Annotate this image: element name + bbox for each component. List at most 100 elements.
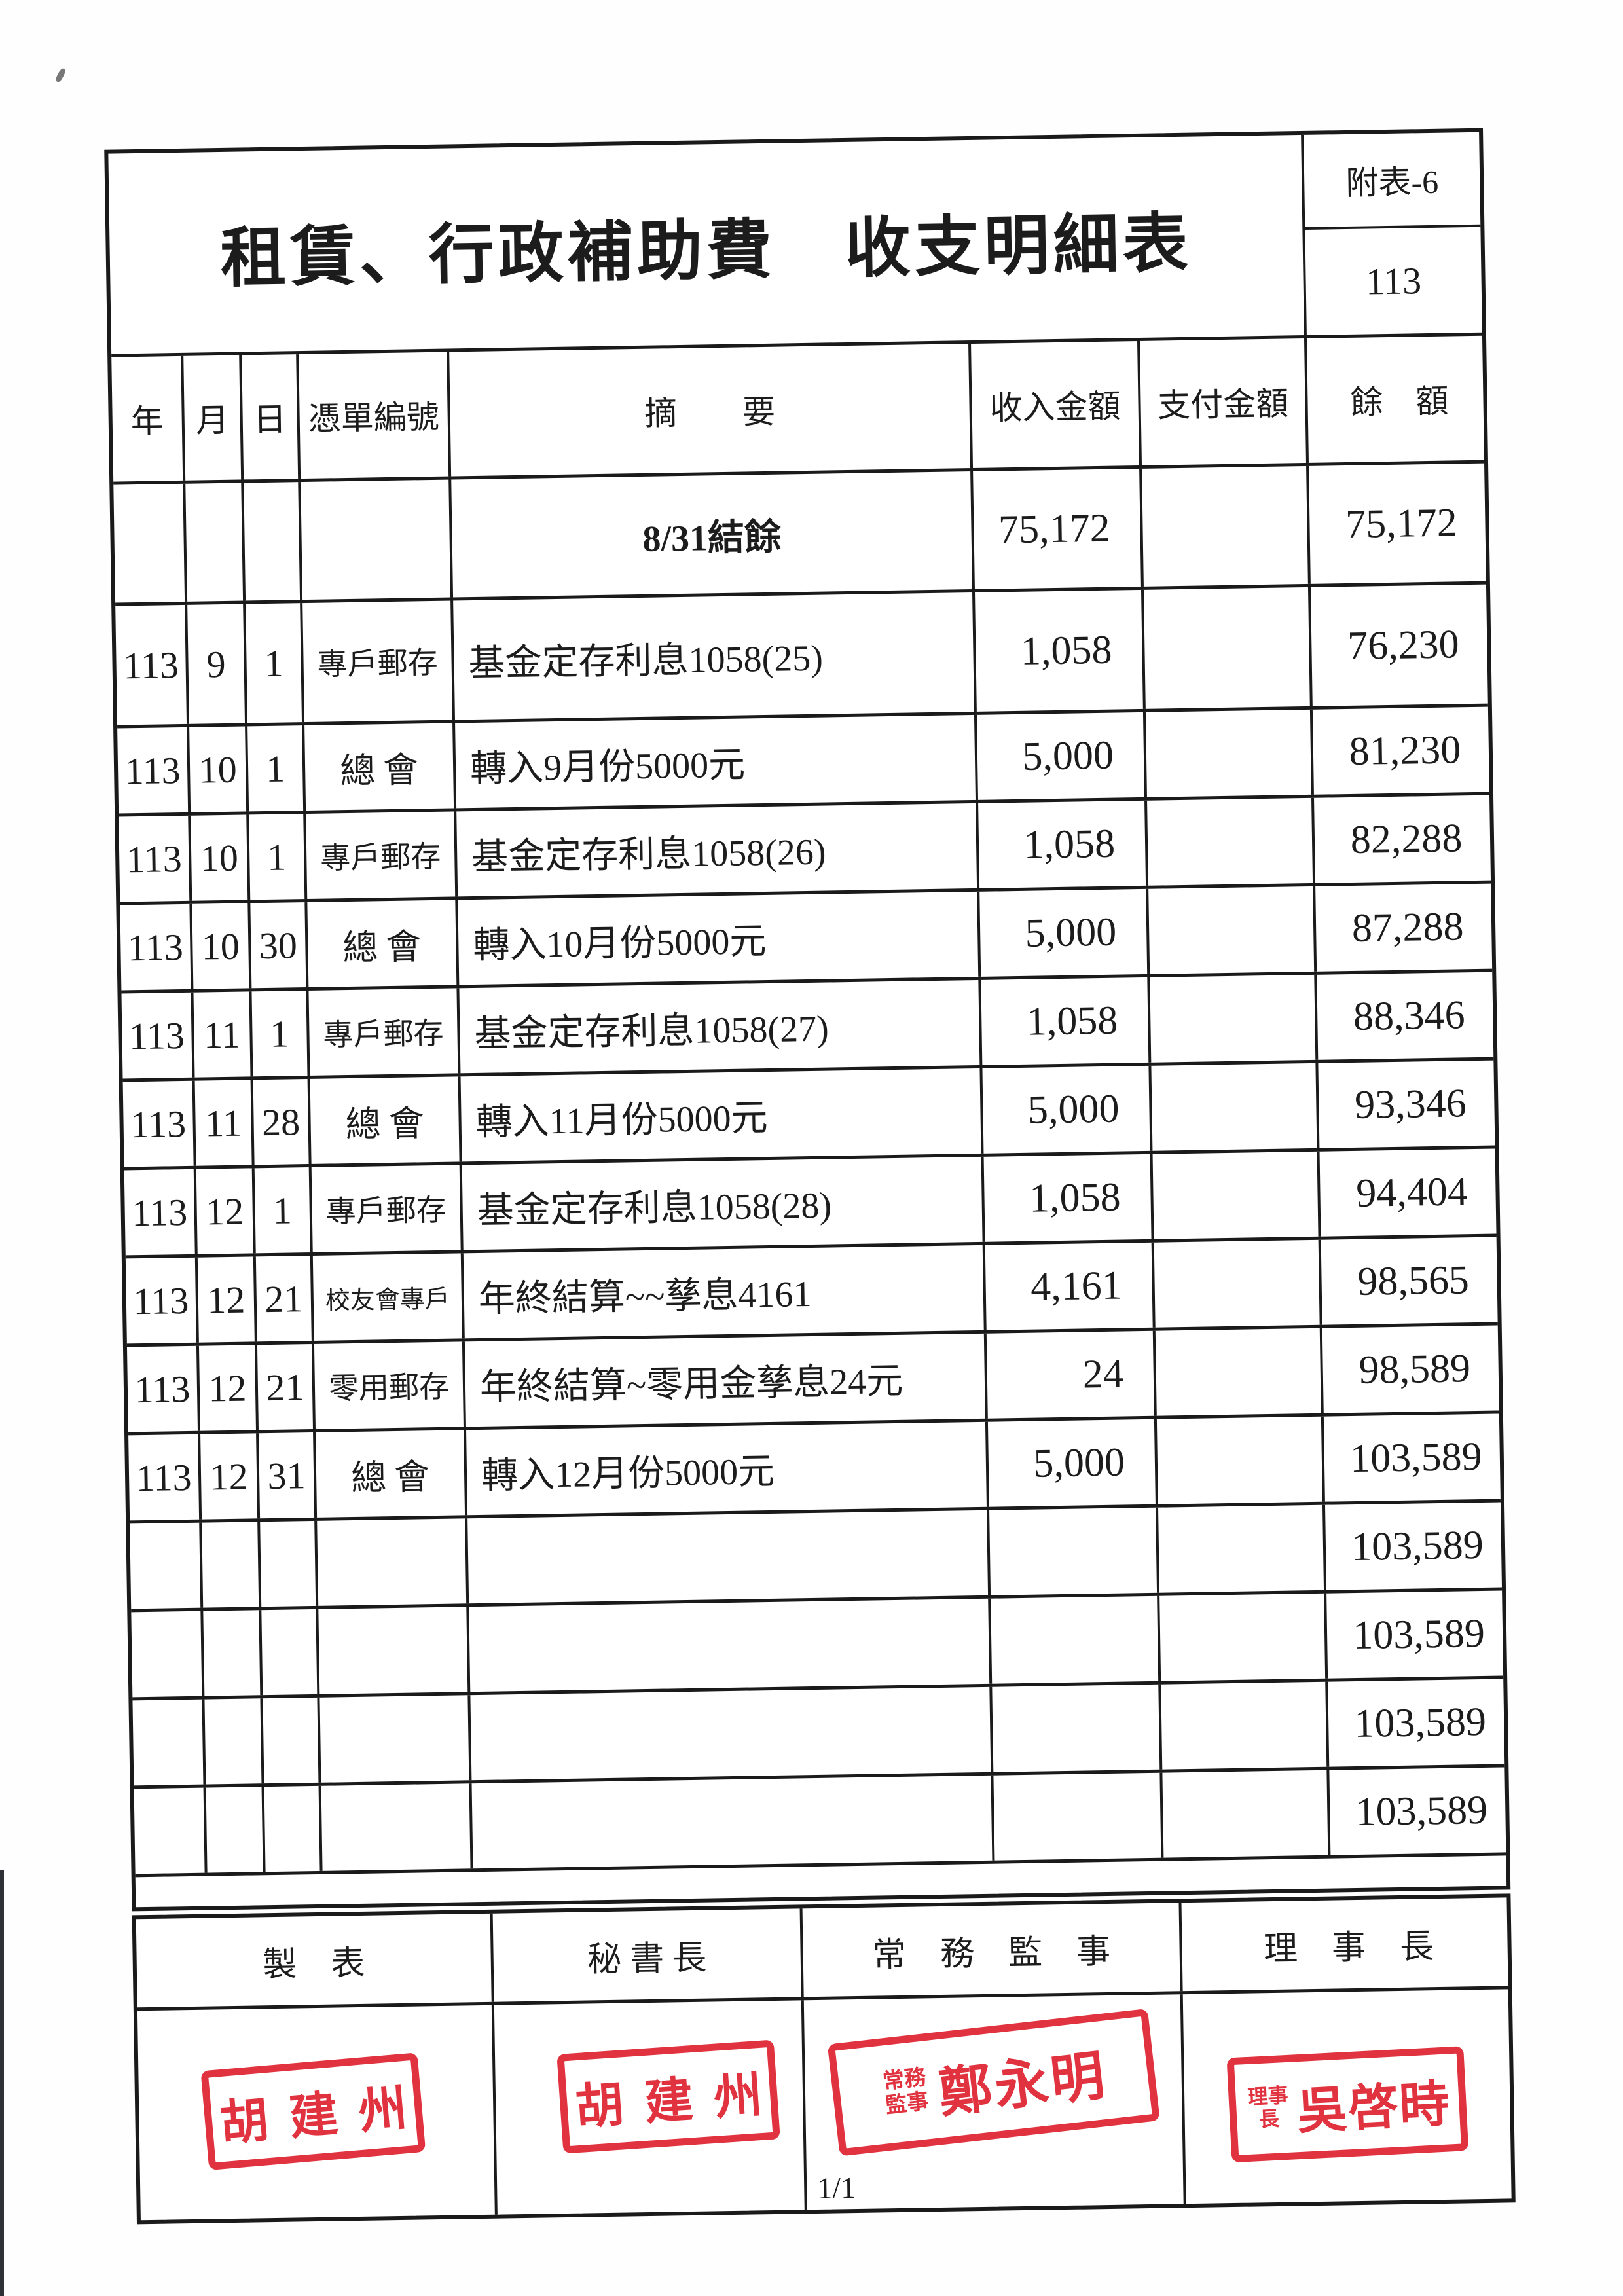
- cell-day: 1: [246, 603, 305, 723]
- cell-income: 5,000: [982, 1065, 1153, 1154]
- cell-balance: 94,404: [1355, 1169, 1468, 1216]
- cell-income: 1,058: [978, 800, 1149, 888]
- cell-month: 10: [191, 814, 251, 901]
- cell-voucher: 專戶郵存: [311, 1165, 464, 1252]
- cell-balance: 103,589: [1352, 1611, 1486, 1658]
- cell-year: 113: [125, 1257, 199, 1344]
- cell-year: 113: [128, 1434, 202, 1521]
- attachment-label: 附表-6: [1304, 132, 1481, 230]
- sig-header-preparer: 製 表: [136, 1913, 494, 2008]
- cell-voucher: 專戶郵存: [308, 988, 461, 1076]
- cell-income: [993, 1772, 1164, 1861]
- cell-income: 75,172: [973, 468, 1144, 589]
- cell-payment: [1148, 886, 1317, 974]
- cell-year: 113: [120, 903, 194, 991]
- table-row: 113 9 1 專戶郵存 基金定存利息1058(25) 1,058 76,230: [115, 584, 1488, 729]
- cell-payment: [1158, 1504, 1327, 1593]
- cell-payment: [1145, 709, 1314, 797]
- red-seal-stamp: 理事長 吳啓時: [1226, 2046, 1469, 2163]
- cell-day: 1: [249, 814, 308, 900]
- cell-income: 1,058: [975, 589, 1146, 712]
- cell-income: 5,000: [976, 712, 1147, 800]
- cell-balance: 93,346: [1354, 1080, 1467, 1127]
- cell-day: 31: [259, 1432, 318, 1519]
- cell-voucher: [319, 1695, 472, 1783]
- cell-year: [134, 1787, 208, 1874]
- cell-summary: 基金定存利息1058(28): [462, 1156, 985, 1250]
- cell-summary: 轉入9月份5000元: [455, 714, 979, 809]
- cell-balance: 103,589: [1353, 1699, 1487, 1746]
- cell-voucher: [318, 1607, 471, 1694]
- cell-month: [204, 1698, 264, 1785]
- cell-year: 113: [124, 1169, 198, 1256]
- cell-summary: [467, 1510, 991, 1604]
- sig-cell-secretary-general: 胡建州: [494, 2000, 807, 2215]
- sig-cell-preparer: 胡建州: [137, 2005, 498, 2221]
- sig-header-secretary-general: 秘 書 長: [492, 1908, 804, 2002]
- cell-summary: 基金定存利息1058(27): [459, 979, 983, 1074]
- cell-day: [264, 1785, 323, 1872]
- cell-summary: 基金定存利息1058(25): [453, 592, 977, 720]
- cell-month: [202, 1522, 262, 1608]
- col-header-summary: 摘 要: [449, 343, 974, 477]
- cell-day: [260, 1520, 319, 1607]
- cell-summary: 基金定存利息1058(26): [456, 803, 980, 897]
- cell-summary: 轉入11月份5000元: [460, 1068, 984, 1162]
- cell-year: [131, 1611, 205, 1698]
- cell-income: [989, 1507, 1160, 1595]
- table-row: 8/31結餘 75,172 75,172: [113, 463, 1486, 606]
- cell-voucher: 總會: [310, 1076, 462, 1164]
- cell-day: 1: [247, 725, 306, 812]
- cell-month: 11: [194, 1080, 255, 1166]
- cell-balance: 98,565: [1357, 1257, 1470, 1304]
- red-seal-stamp: 胡建州: [200, 2052, 430, 2170]
- page-title: 租賃、行政補助費 收支明細表: [108, 134, 1307, 354]
- stamp-name: 鄭永明: [936, 2045, 1110, 2124]
- ledger-sheet: 租賃、行政補助費 收支明細表 附表-6 113 年 月 日 憑單編號 摘 要 收…: [104, 128, 1516, 2225]
- title-row: 租賃、行政補助費 收支明細表 附表-6 113: [108, 132, 1482, 357]
- cell-month: 10: [192, 903, 252, 989]
- stamp-name: 吳啓時: [1296, 2077, 1452, 2140]
- cell-payment: [1152, 1151, 1321, 1239]
- cell-day: [263, 1697, 321, 1784]
- cell-income: 1,058: [981, 977, 1152, 1065]
- cell-income: 5,000: [979, 888, 1150, 977]
- cell-month: [203, 1610, 263, 1696]
- cell-day: [261, 1609, 320, 1696]
- cell-payment: [1151, 1063, 1320, 1151]
- cell-year: 113: [119, 815, 192, 902]
- cell-year: [113, 483, 188, 603]
- ledger-table: 租賃、行政補助費 收支明細表 附表-6 113 年 月 日 憑單編號 摘 要 收…: [104, 128, 1511, 1912]
- cell-day: 28: [253, 1078, 312, 1165]
- cell-voucher: 總會: [307, 900, 460, 987]
- cell-day: [244, 482, 303, 601]
- cell-summary: 8/31結餘: [451, 471, 975, 598]
- cell-voucher: [301, 479, 454, 600]
- col-header-day: 日: [242, 354, 301, 480]
- cell-payment: [1155, 1328, 1324, 1416]
- stamp-title-prefix: 常務監事: [881, 2066, 930, 2119]
- cell-payment: [1150, 974, 1319, 1063]
- page-number: 1/1: [816, 2171, 856, 2206]
- cell-month: 11: [193, 991, 253, 1078]
- cell-year: 113: [117, 727, 191, 814]
- cell-year: 113: [122, 1080, 196, 1167]
- cell-month: 12: [197, 1256, 257, 1343]
- cell-month: 12: [200, 1433, 261, 1520]
- cell-voucher: 專戶郵存: [302, 600, 455, 723]
- red-seal-stamp: 常務監事 鄭永明: [827, 2008, 1160, 2157]
- cell-voucher: 總會: [316, 1430, 468, 1518]
- cell-payment: [1156, 1416, 1325, 1504]
- cell-summary: [471, 1775, 995, 1869]
- col-header-balance: 餘 額: [1350, 382, 1449, 421]
- cell-income: 24: [986, 1330, 1157, 1419]
- stamp-name: 胡建州: [574, 2067, 785, 2135]
- cell-balance: 81,230: [1349, 727, 1461, 774]
- cell-payment: [1142, 465, 1311, 587]
- cell-voucher: 校友會專戶: [312, 1253, 465, 1341]
- red-seal-stamp: 胡建州: [556, 2039, 785, 2154]
- title-side-column: 附表-6 113: [1304, 132, 1482, 335]
- cell-income: 4,161: [985, 1242, 1156, 1330]
- column-header-row: 年 月 日 憑單編號 摘 要 收入金額 支付金額 餘 額: [111, 335, 1485, 485]
